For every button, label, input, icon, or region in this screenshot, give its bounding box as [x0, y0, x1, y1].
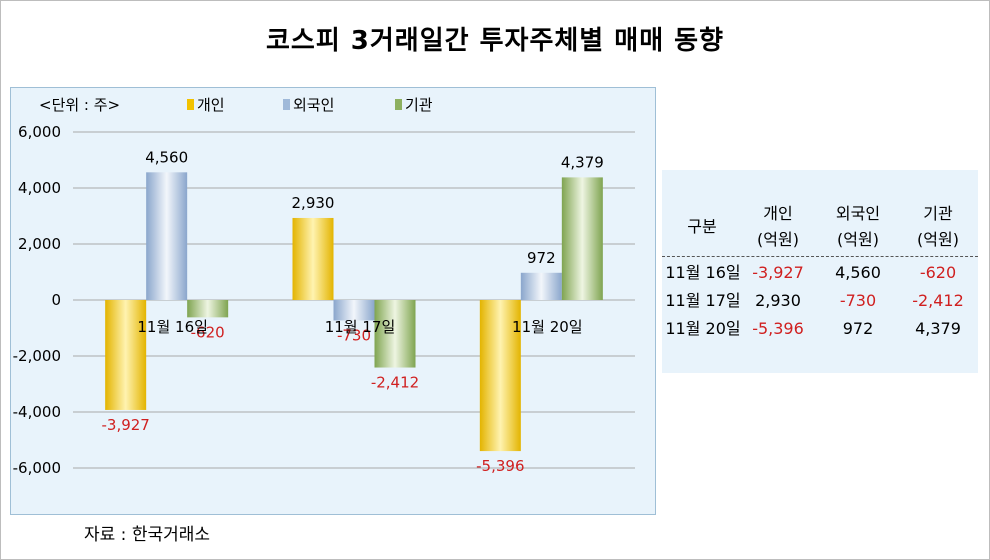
legend-label: 외국인: [293, 96, 334, 114]
bar: [146, 172, 188, 300]
bar: [333, 300, 375, 321]
table-cell: 972: [842, 319, 874, 338]
table-cell: -730: [839, 291, 877, 310]
legend-swatch: [187, 99, 194, 110]
data-label: 4,379: [561, 153, 604, 171]
data-label: 972: [527, 249, 556, 267]
table-header-institution: 기관 (억원): [917, 204, 959, 249]
table-header-foreign: 외국인 (억원): [835, 204, 881, 249]
x-category-label: 11월 17일: [325, 318, 396, 336]
data-label: -2,412: [371, 374, 419, 392]
legend-label: 기관: [405, 96, 433, 114]
data-label: -3,927: [101, 416, 149, 434]
table-cell: -5,396: [752, 319, 804, 338]
summary-table: 구분 개인 (억원) 외국인 (억원) 기관 (억원) 11월 16일 -3,927 4,…: [662, 170, 978, 373]
table-cell: -3,927: [752, 263, 804, 282]
table-cell: -620: [919, 263, 957, 282]
y-tick-label: 2,000: [18, 235, 61, 253]
table-cell: 4,560: [835, 263, 881, 282]
x-category-label: 11월 16일: [137, 318, 208, 336]
bar: [105, 300, 147, 410]
table-header-divider: [662, 256, 978, 257]
table-row-label: 11월 20일: [665, 319, 741, 338]
bar: [520, 272, 562, 300]
bar: [187, 300, 229, 318]
table-header-category: 구분: [687, 217, 717, 236]
table-cell: 2,930: [755, 291, 801, 310]
y-tick-label: -6,000: [13, 459, 61, 477]
bar: [374, 300, 416, 368]
y-tick-label: 0: [51, 291, 61, 309]
data-label: -730: [337, 326, 371, 344]
bar: [561, 177, 603, 300]
data-label: 4,560: [145, 148, 188, 166]
bar-chart: 6,000 4,000 2,000 0 -2,000 -4,000 -6,000 -3,927…: [13, 96, 635, 477]
y-tick-label: -4,000: [13, 403, 61, 421]
chart-panel: 6,000 4,000 2,000 0 -2,000 -4,000 -6,000 -3,927…: [10, 87, 656, 515]
page-title: 코스피 3거래일간 투자주체별 매매 동향: [265, 26, 725, 56]
legend-swatch: [283, 99, 290, 110]
source-note: 자료 : 한국거래소: [84, 525, 211, 545]
legend-swatch: [395, 99, 402, 110]
y-tick-label: -2,000: [13, 347, 61, 365]
bar: [292, 217, 334, 300]
table-header-individual: 개인 (억원): [757, 204, 799, 249]
bar: [479, 300, 521, 452]
table-cell: 4,379: [915, 319, 961, 338]
table-row-label: 11월 16일: [665, 263, 741, 282]
data-label: 2,930: [292, 194, 335, 212]
unit-label: <단위 : 주>: [39, 96, 120, 114]
legend-label: 개인: [197, 96, 225, 114]
data-label: -5,396: [476, 457, 524, 475]
data-label: -620: [191, 323, 225, 341]
y-tick-label: 6,000: [18, 123, 61, 141]
table-cell: -2,412: [912, 291, 964, 310]
table-row-label: 11월 17일: [665, 291, 741, 310]
y-tick-label: 4,000: [18, 179, 61, 197]
x-category-label: 11월 20일: [512, 318, 583, 336]
